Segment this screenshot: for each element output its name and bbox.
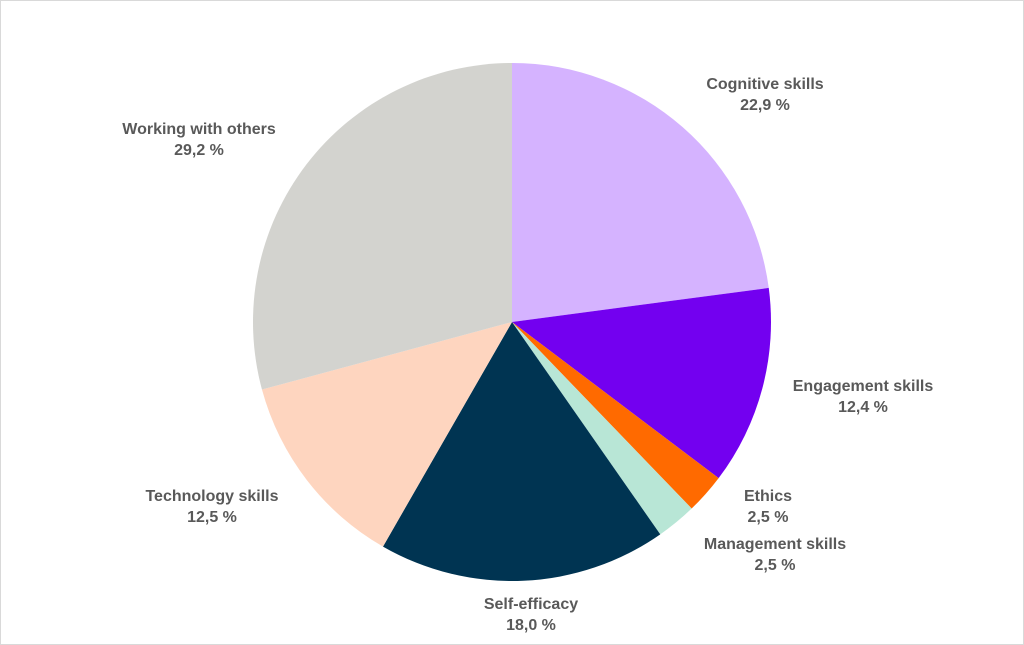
slice-value-label: 18,0 % bbox=[506, 617, 556, 634]
pie-slice bbox=[512, 322, 719, 509]
slice-value-label: 22,9 % bbox=[740, 97, 790, 114]
slice-label: Management skills bbox=[704, 536, 846, 553]
slice-label: Working with others bbox=[122, 121, 276, 138]
slice-value-label: 2,5 % bbox=[748, 509, 789, 526]
slice-value-label: 2,5 % bbox=[755, 557, 796, 574]
slice-label: Self-efficacy bbox=[484, 596, 578, 613]
slice-label: Engagement skills bbox=[793, 378, 934, 395]
pie-slice bbox=[512, 322, 692, 535]
slice-value-label: 12,4 % bbox=[838, 399, 888, 416]
slice-label: Cognitive skills bbox=[706, 76, 823, 93]
pie-slice bbox=[382, 322, 661, 582]
pie-slice bbox=[261, 322, 512, 547]
pie-slice bbox=[253, 63, 512, 390]
pie-slice bbox=[512, 63, 769, 322]
slice-value-label: 29,2 % bbox=[174, 142, 224, 159]
slice-value-label: 12,5 % bbox=[187, 509, 237, 526]
slice-label: Ethics bbox=[744, 488, 792, 505]
slice-label: Technology skills bbox=[145, 488, 278, 505]
pie-slice bbox=[512, 287, 772, 479]
